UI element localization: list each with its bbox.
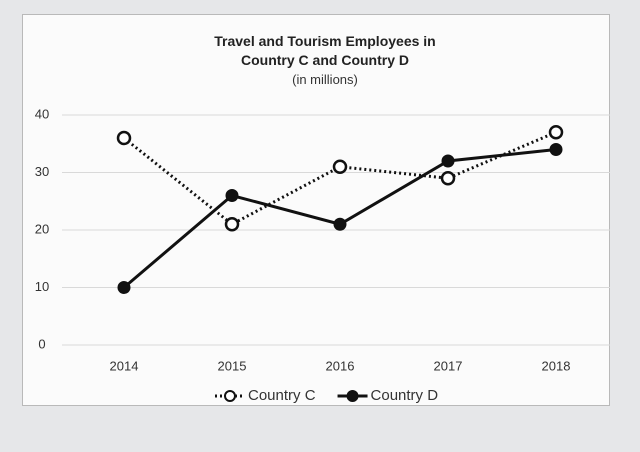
chart-title: Travel and Tourism Employees in Country … [214,33,436,68]
data-point [548,125,564,140]
x-tick-label: 2015 [218,358,247,373]
y-tick-label: 0 [38,336,45,351]
y-tick-label: 40 [35,106,49,121]
chart-card [22,14,610,406]
data-point [224,217,240,232]
data-point [116,130,132,146]
data-point [117,281,131,294]
data-point [333,217,347,231]
data-point [441,154,455,168]
data-point [440,171,456,186]
data-point [225,189,239,202]
data-point [549,143,563,156]
x-tick-label: 2017 [434,358,463,373]
y-tick-label: 10 [35,279,49,294]
chart-subtitle: (in millions) [292,72,358,87]
series-line [123,130,557,227]
legend-label: Country C [248,387,316,404]
x-tick-label: 2018 [542,358,571,373]
legend-label: Country D [371,387,439,404]
legend-marker [346,390,359,402]
y-tick-label: 30 [35,164,49,179]
data-point [332,159,348,174]
legend-marker [224,390,236,402]
x-tick-label: 2014 [110,358,139,373]
x-tick-label: 2016 [326,358,355,373]
y-tick-label: 20 [35,221,49,236]
